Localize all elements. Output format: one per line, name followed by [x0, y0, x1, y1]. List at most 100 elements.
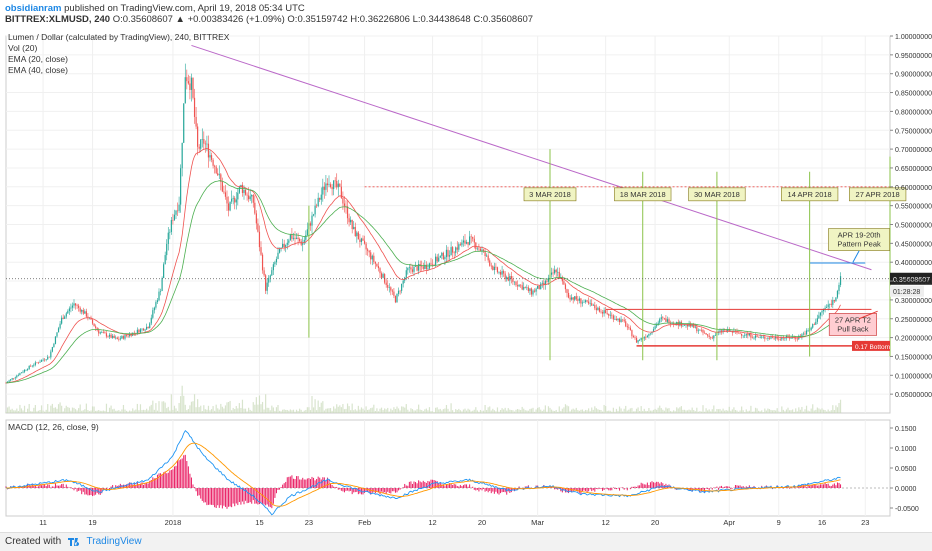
- candle-body: [223, 192, 224, 193]
- volume-bar: [594, 406, 595, 413]
- volume-bar: [138, 410, 139, 413]
- candle-body: [814, 324, 815, 325]
- candle-body: [631, 330, 632, 336]
- volume-bar: [668, 408, 669, 413]
- candle-body: [335, 181, 336, 182]
- macd-histogram-bar: [346, 488, 347, 491]
- macd-histogram-bar: [707, 488, 708, 489]
- volume-bar: [532, 408, 533, 413]
- vol-legend: Vol (20): [8, 43, 37, 53]
- price-chart[interactable]: Lumen / Dollar (calculated by TradingVie…: [0, 28, 932, 532]
- volume-bar: [98, 410, 99, 413]
- candle-body: [234, 198, 235, 203]
- candle-body: [53, 344, 54, 347]
- macd-tick-label: 0.0500: [895, 466, 917, 473]
- volume-bar: [61, 406, 62, 413]
- macd-histogram-bar: [472, 487, 473, 488]
- candle-body: [141, 329, 142, 330]
- volume-bar: [427, 410, 428, 413]
- volume-bar: [789, 410, 790, 413]
- volume-bar: [53, 408, 54, 413]
- candle-body: [399, 291, 400, 292]
- macd-histogram-bar: [227, 488, 228, 509]
- volume-bar: [304, 411, 305, 413]
- macd-histogram-bar: [279, 488, 280, 490]
- candle-body: [158, 292, 159, 301]
- volume-bar: [166, 408, 167, 413]
- volume-bar: [529, 409, 530, 413]
- volume-bar: [625, 406, 626, 413]
- volume-bar: [433, 412, 434, 413]
- candle-body: [202, 139, 203, 140]
- candle-body: [511, 276, 512, 279]
- volume-bar: [801, 407, 802, 413]
- volume-bar: [384, 408, 385, 413]
- candle-body: [665, 318, 666, 321]
- macd-histogram-bar: [46, 486, 47, 488]
- macd-histogram-bar: [488, 488, 489, 492]
- macd-histogram-bar: [713, 487, 714, 488]
- volume-bar: [804, 409, 805, 413]
- candle-body: [263, 270, 264, 275]
- candle-body: [648, 334, 649, 336]
- candle-body: [481, 250, 482, 251]
- macd-histogram-bar: [248, 488, 249, 503]
- macd-histogram-bar: [829, 486, 830, 488]
- volume-bar: [488, 407, 489, 413]
- macd-pane[interactable]: [6, 420, 890, 516]
- macd-histogram-bar: [393, 488, 394, 491]
- macd-legend: MACD (12, 26, close, 9): [8, 422, 99, 432]
- annotation-label: Pattern Peak: [837, 240, 881, 249]
- volume-bar: [576, 408, 577, 413]
- candle-body: [305, 235, 306, 240]
- macd-histogram-bar: [196, 488, 197, 491]
- volume-bar: [690, 410, 691, 413]
- volume-bar: [321, 403, 322, 413]
- volume-bar: [194, 394, 195, 413]
- candle-body: [290, 235, 291, 241]
- volume-bar: [679, 407, 680, 413]
- candle-body: [707, 334, 708, 335]
- volume-bar: [160, 412, 161, 413]
- volume-bar: [701, 412, 702, 413]
- candle-body: [607, 313, 608, 314]
- volume-bar: [47, 404, 48, 413]
- macd-histogram-bar: [820, 484, 821, 488]
- volume-bar: [495, 411, 496, 413]
- candle-body: [66, 313, 67, 316]
- volume-bar: [498, 412, 499, 413]
- volume-bar: [369, 409, 370, 413]
- volume-bar: [639, 411, 640, 413]
- volume-bar: [341, 407, 342, 413]
- volume-bar: [222, 407, 223, 413]
- username[interactable]: obsidianram: [5, 3, 62, 14]
- macd-histogram-bar: [310, 479, 311, 488]
- chart-title: Lumen / Dollar (calculated by TradingVie…: [8, 32, 230, 42]
- macd-histogram-bar: [57, 485, 58, 488]
- candle-body: [352, 220, 353, 229]
- macd-histogram-bar: [832, 485, 833, 488]
- candle-body: [390, 287, 391, 290]
- volume-bar: [809, 411, 810, 413]
- volume-bar: [707, 410, 708, 413]
- volume-bar: [401, 406, 402, 413]
- candle-body: [259, 232, 260, 247]
- time-tick-label: Apr: [723, 518, 735, 527]
- candle-body: [760, 337, 761, 338]
- candle-body: [117, 338, 118, 339]
- tradingview-brand[interactable]: TradingView: [87, 536, 142, 547]
- candle-body: [531, 288, 532, 294]
- candle-body: [395, 296, 396, 302]
- candle-body: [124, 335, 125, 339]
- candle-body: [401, 284, 402, 291]
- candle-body: [46, 359, 47, 360]
- volume-bar: [21, 408, 22, 413]
- volume-bar: [7, 407, 8, 413]
- candle-body: [144, 330, 145, 331]
- volume-bar: [633, 411, 634, 413]
- candle-body: [333, 181, 334, 190]
- volume-bar: [792, 409, 793, 413]
- volume-bar: [314, 399, 315, 413]
- candle-body: [231, 199, 232, 202]
- candle-body: [203, 139, 204, 144]
